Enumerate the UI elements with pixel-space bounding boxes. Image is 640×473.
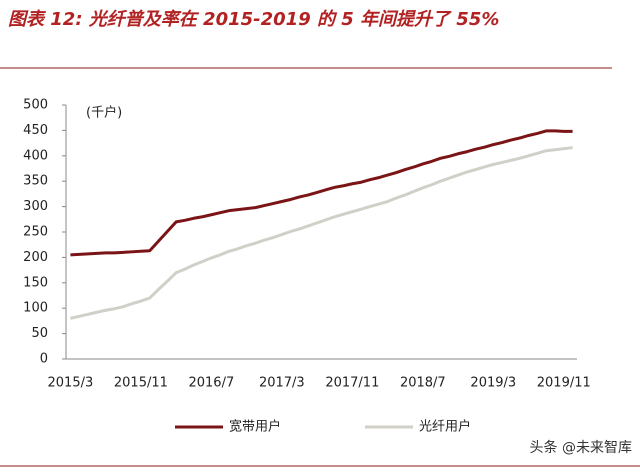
x-tick-label: 2018/7 xyxy=(400,376,446,391)
y-tick-label: 500 xyxy=(23,98,48,113)
y-tick-label: 50 xyxy=(31,326,48,341)
y-tick-label: 100 xyxy=(23,301,48,316)
x-tick-label: 2019/3 xyxy=(470,376,516,391)
source: 头条 @未来智库 xyxy=(530,439,632,456)
legend-label: 光纤用户 xyxy=(419,419,471,435)
x-tick-label: 2017/3 xyxy=(259,376,305,391)
x-tick-label: 2016/7 xyxy=(188,376,234,391)
y-tick-label: 200 xyxy=(23,250,48,265)
y-tick-label: 250 xyxy=(23,225,48,240)
y-tick-label: 350 xyxy=(23,174,48,189)
chart-title: 图表 12: 光纤普及率在 2015-2019 的 5 年间提升了 55% xyxy=(8,9,499,30)
x-tick-label: 2017/11 xyxy=(325,376,379,391)
x-tick-label: 2015/11 xyxy=(114,376,168,391)
y-tick-label: 450 xyxy=(23,123,48,138)
series-line xyxy=(70,146,573,320)
y-tick-label: 400 xyxy=(23,148,48,163)
x-tick-label: 2015/3 xyxy=(48,376,94,391)
y-tick-label: 0 xyxy=(40,352,48,367)
x-tick-label: 2019/11 xyxy=(537,376,591,391)
y-tick-label: 300 xyxy=(23,199,48,214)
unit-label: (千户) xyxy=(86,105,122,121)
y-tick-label: 150 xyxy=(23,275,48,290)
series-line xyxy=(70,129,573,257)
legend-label: 宽带用户 xyxy=(229,419,281,435)
